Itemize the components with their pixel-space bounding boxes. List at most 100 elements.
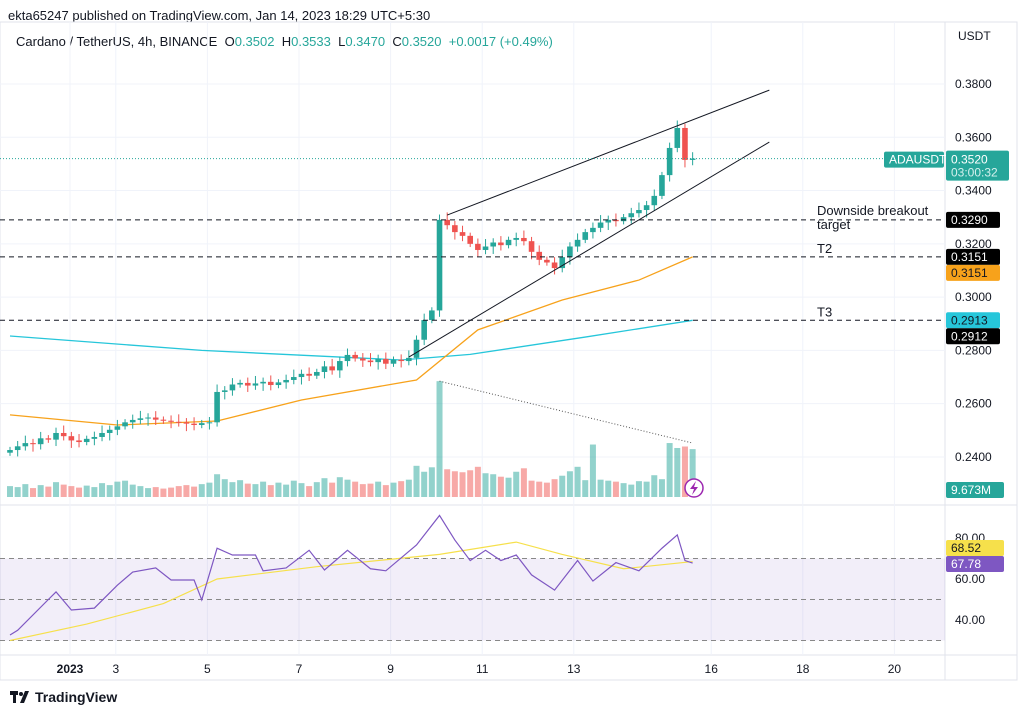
volume-bar bbox=[681, 446, 688, 497]
candle-body bbox=[482, 246, 489, 250]
volume-bar bbox=[390, 482, 397, 497]
ma-slow-tag-bg bbox=[946, 312, 1000, 329]
candle-body bbox=[206, 422, 213, 424]
channel-lower-line bbox=[408, 141, 770, 358]
volume-bar bbox=[674, 447, 681, 497]
volume-bar bbox=[520, 468, 527, 497]
candle-body bbox=[582, 232, 589, 240]
volume-bar bbox=[129, 484, 136, 497]
volume-bar bbox=[359, 484, 366, 497]
candle-body bbox=[459, 232, 466, 236]
candle-body bbox=[567, 246, 573, 258]
candle-body bbox=[413, 339, 420, 358]
volume-bar bbox=[206, 482, 213, 497]
rsi-value-tag-bg bbox=[946, 556, 1004, 572]
candle-body bbox=[160, 419, 167, 421]
volume-bar bbox=[68, 486, 75, 497]
level-annotation: T2 bbox=[817, 241, 832, 256]
candle-body bbox=[237, 382, 243, 385]
volume-bar bbox=[405, 479, 412, 497]
volume-bar bbox=[559, 475, 566, 497]
candle-body bbox=[390, 359, 397, 364]
candle-body bbox=[513, 237, 520, 240]
volume-bar bbox=[114, 481, 121, 497]
close-label: C bbox=[392, 34, 402, 49]
candle-body bbox=[37, 438, 44, 445]
tradingview-logo-icon bbox=[10, 691, 29, 703]
volume-bar bbox=[444, 469, 451, 497]
tradingview-logo[interactable]: TradingView bbox=[10, 689, 117, 705]
rsi-y-tick: 60.00 bbox=[955, 572, 985, 586]
candle-body bbox=[329, 366, 335, 371]
symbol-tag: ADAUSDT bbox=[889, 153, 947, 167]
volume-bar bbox=[137, 486, 144, 497]
candle-body bbox=[467, 235, 473, 244]
volume-bar bbox=[321, 478, 328, 497]
volume-bar bbox=[582, 480, 589, 497]
volume-bar bbox=[497, 476, 504, 497]
candle-body bbox=[674, 127, 681, 148]
candle-body bbox=[76, 440, 82, 443]
ma-fast-line bbox=[9, 256, 693, 426]
volume-bar bbox=[183, 485, 190, 497]
volume-bar bbox=[306, 486, 313, 497]
volume-bar bbox=[191, 486, 198, 497]
candle-body bbox=[229, 384, 236, 391]
last-price-tag-bg bbox=[946, 150, 1009, 181]
chart-frame bbox=[0, 21, 1018, 681]
rsi-signal-tag: 68.52 bbox=[951, 541, 981, 555]
candle-body bbox=[337, 361, 343, 371]
volume-bar bbox=[566, 471, 573, 497]
candle-body bbox=[406, 357, 412, 362]
volume-bar bbox=[152, 487, 159, 497]
volume-bar bbox=[45, 486, 52, 497]
symbol-title[interactable]: Cardano / TetherUS, 4h, BINANCE bbox=[16, 34, 218, 49]
lightning-icon-glyph bbox=[690, 481, 698, 495]
candle-body bbox=[221, 390, 228, 392]
candle-body bbox=[559, 257, 566, 269]
close-value: 0.3520 bbox=[401, 34, 442, 49]
candle-body bbox=[659, 175, 665, 196]
volume-bar bbox=[628, 484, 635, 497]
volume-bar bbox=[99, 483, 106, 497]
candle-body bbox=[367, 360, 374, 363]
candle-body bbox=[620, 217, 627, 222]
candle-body bbox=[643, 205, 650, 211]
low-label: L bbox=[338, 34, 346, 49]
candle-body bbox=[344, 354, 351, 362]
ohlc-legend: Cardano / TetherUS, 4h, BINANCE O0.3502 … bbox=[16, 34, 553, 49]
volume-bar bbox=[436, 381, 443, 497]
candle-body bbox=[275, 382, 282, 386]
candle-body bbox=[452, 225, 458, 233]
publish-info: ekta65247 published on TradingView.com, … bbox=[8, 8, 431, 23]
volume-bar bbox=[482, 473, 489, 497]
x-tick-label: 16 bbox=[705, 662, 719, 676]
volume-bar bbox=[459, 472, 466, 497]
candle-body bbox=[682, 127, 688, 160]
candle-body bbox=[352, 354, 358, 359]
x-tick-label: 9 bbox=[387, 662, 394, 676]
candle-body bbox=[528, 241, 535, 252]
ma-fast-tag: 0.3151 bbox=[951, 266, 988, 280]
y-tick-label: 0.3400 bbox=[955, 184, 992, 198]
volume-bar bbox=[290, 480, 297, 497]
volume-bar bbox=[543, 482, 550, 497]
volume-bar bbox=[375, 481, 382, 497]
rsi-line bbox=[9, 514, 693, 636]
high-label: H bbox=[281, 34, 292, 49]
candle-body bbox=[214, 391, 220, 423]
candle-body bbox=[114, 426, 121, 430]
volume-trend-line bbox=[439, 380, 693, 444]
candle-body bbox=[536, 251, 543, 260]
brand-name: TradingView bbox=[35, 689, 118, 705]
volume-tag: 9.673M bbox=[951, 483, 991, 497]
volume-bar bbox=[574, 466, 581, 497]
volume-bar bbox=[267, 485, 274, 497]
open-label: O bbox=[224, 34, 235, 49]
x-tick-label: 5 bbox=[204, 662, 211, 676]
candle-body bbox=[91, 436, 98, 439]
volume-bar bbox=[505, 477, 512, 497]
candle-body bbox=[666, 147, 673, 176]
volume-bar bbox=[244, 483, 251, 497]
